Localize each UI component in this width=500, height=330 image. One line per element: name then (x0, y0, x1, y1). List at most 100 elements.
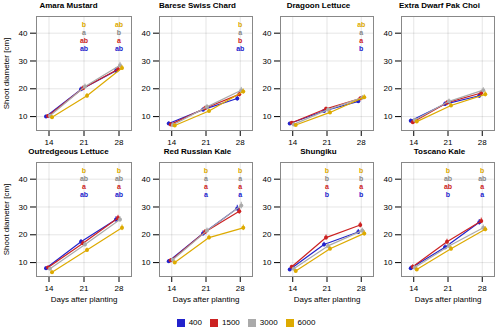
svg-text:a: a (480, 191, 484, 198)
svg-text:28: 28 (357, 284, 366, 293)
svg-text:a: a (82, 183, 86, 190)
svg-text:Days after planting: Days after planting (294, 295, 361, 304)
svg-text:14: 14 (167, 284, 176, 293)
svg-text:b: b (325, 191, 329, 198)
svg-text:20: 20 (384, 84, 393, 93)
svg-text:20: 20 (142, 230, 151, 239)
svg-text:10: 10 (142, 258, 151, 267)
svg-text:20: 20 (263, 84, 272, 93)
svg-text:ab: ab (80, 191, 88, 198)
svg-text:40: 40 (384, 29, 393, 38)
svg-text:10: 10 (19, 112, 28, 121)
svg-text:30: 30 (19, 203, 28, 212)
svg-text:30: 30 (384, 203, 393, 212)
svg-text:b: b (238, 21, 242, 28)
svg-text:ab: ab (80, 37, 88, 44)
svg-text:40: 40 (19, 29, 28, 38)
svg-text:a: a (238, 175, 242, 182)
svg-text:21: 21 (80, 138, 89, 146)
svg-text:20: 20 (384, 230, 393, 239)
svg-text:20: 20 (142, 84, 151, 93)
svg-text:b: b (117, 167, 121, 174)
svg-text:b: b (446, 191, 450, 198)
svg-text:14: 14 (167, 138, 176, 146)
svg-text:28: 28 (115, 284, 124, 293)
svg-text:a: a (359, 37, 363, 44)
svg-text:30: 30 (19, 57, 28, 66)
svg-text:21: 21 (444, 284, 453, 293)
svg-text:10: 10 (384, 112, 393, 121)
svg-text:10: 10 (142, 112, 151, 121)
svg-text:ab: ab (115, 45, 123, 52)
svg-text:40: 40 (142, 175, 151, 184)
svg-text:28: 28 (236, 284, 245, 293)
svg-text:a: a (238, 183, 242, 190)
svg-text:14: 14 (45, 284, 54, 293)
svg-text:ab: ab (115, 21, 123, 28)
svg-text:ab: ab (115, 191, 123, 198)
svg-text:b: b (117, 29, 121, 36)
svg-text:21: 21 (80, 284, 89, 293)
svg-text:14: 14 (409, 138, 418, 146)
svg-text:28: 28 (478, 138, 487, 146)
svg-text:ab: ab (357, 21, 365, 28)
svg-text:a: a (238, 29, 242, 36)
svg-text:ab: ab (80, 175, 88, 182)
svg-text:b: b (82, 21, 86, 28)
svg-text:28: 28 (478, 284, 487, 293)
svg-text:a: a (82, 29, 86, 36)
svg-text:b: b (82, 167, 86, 174)
svg-text:20: 20 (263, 230, 272, 239)
svg-text:14: 14 (45, 138, 54, 146)
svg-text:a: a (204, 183, 208, 190)
svg-text:40: 40 (384, 175, 393, 184)
svg-text:b: b (359, 167, 363, 174)
svg-text:28: 28 (357, 138, 366, 146)
svg-text:b: b (238, 167, 242, 174)
svg-text:10: 10 (19, 258, 28, 267)
svg-text:30: 30 (263, 203, 272, 212)
svg-text:30: 30 (384, 57, 393, 66)
svg-text:b: b (480, 167, 484, 174)
svg-text:40: 40 (19, 175, 28, 184)
svg-text:b: b (446, 167, 450, 174)
svg-text:b: b (325, 167, 329, 174)
svg-text:a: a (117, 37, 121, 44)
svg-text:ab: ab (80, 45, 88, 52)
svg-text:10: 10 (263, 258, 272, 267)
svg-text:a: a (480, 183, 484, 190)
svg-text:a: a (204, 175, 208, 182)
svg-text:Shoot diameter [cm]: Shoot diameter [cm] (2, 38, 11, 110)
svg-text:b: b (204, 167, 208, 174)
svg-text:14: 14 (288, 138, 297, 146)
svg-text:30: 30 (142, 203, 151, 212)
svg-text:Shoot diameter [cm]: Shoot diameter [cm] (2, 184, 11, 256)
svg-text:20: 20 (19, 84, 28, 93)
svg-text:21: 21 (202, 284, 211, 293)
svg-text:b: b (359, 175, 363, 182)
svg-text:a: a (117, 183, 121, 190)
svg-text:a: a (204, 191, 208, 198)
svg-text:ab: ab (478, 175, 486, 182)
svg-text:ab: ab (236, 45, 244, 52)
svg-text:Days after planting: Days after planting (415, 295, 482, 304)
svg-text:40: 40 (142, 29, 151, 38)
svg-text:b: b (359, 45, 363, 52)
svg-text:Days after planting: Days after planting (173, 295, 240, 304)
svg-text:28: 28 (236, 138, 245, 146)
svg-text:a: a (359, 29, 363, 36)
svg-text:a: a (238, 191, 242, 198)
svg-text:14: 14 (288, 284, 297, 293)
svg-text:ab: ab (444, 183, 452, 190)
svg-text:14: 14 (409, 284, 418, 293)
svg-text:20: 20 (19, 230, 28, 239)
svg-text:10: 10 (263, 112, 272, 121)
svg-text:21: 21 (444, 138, 453, 146)
svg-text:21: 21 (323, 138, 332, 146)
svg-text:28: 28 (115, 138, 124, 146)
svg-text:30: 30 (263, 57, 272, 66)
svg-text:40: 40 (263, 175, 272, 184)
svg-text:ab: ab (444, 175, 452, 182)
svg-text:10: 10 (384, 258, 393, 267)
svg-text:30: 30 (142, 57, 151, 66)
